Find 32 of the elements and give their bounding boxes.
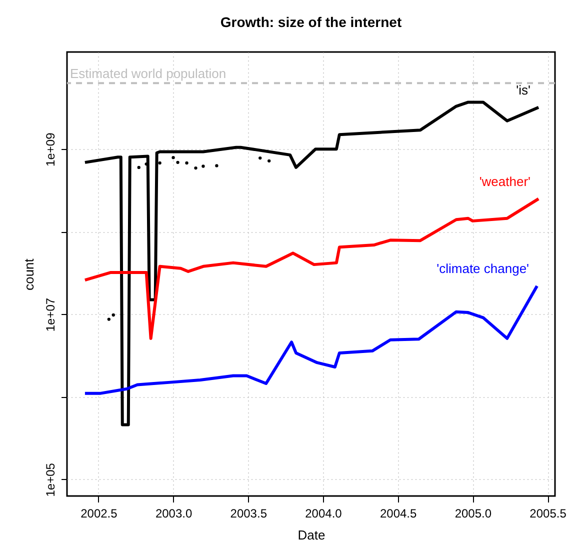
y-axis-title: count bbox=[22, 258, 36, 290]
x-tick-label: 2004.0 bbox=[305, 506, 342, 520]
chart-title: Growth: size of the internet bbox=[220, 14, 402, 30]
line-series bbox=[83, 100, 540, 426]
point bbox=[137, 166, 140, 170]
x-axis-title: Date bbox=[298, 528, 326, 542]
x-tick-label: 2004.5 bbox=[380, 506, 417, 520]
point bbox=[215, 164, 218, 168]
point bbox=[107, 318, 110, 321]
series-label: 'weather' bbox=[479, 174, 531, 189]
line-series bbox=[83, 284, 539, 395]
point bbox=[185, 161, 188, 165]
y-tick-label: 1e+05 bbox=[44, 462, 58, 497]
point bbox=[158, 161, 162, 165]
point bbox=[176, 160, 180, 164]
point bbox=[194, 166, 198, 170]
point bbox=[172, 156, 175, 160]
point bbox=[258, 156, 262, 160]
point bbox=[202, 164, 205, 168]
x-tick-label: 2005.5 bbox=[530, 506, 567, 520]
point bbox=[112, 313, 115, 317]
series-label: 'is' bbox=[516, 82, 531, 98]
point bbox=[268, 159, 271, 162]
x-tick-label: 2003.5 bbox=[230, 506, 268, 520]
y-tick-label: 1e+09 bbox=[44, 132, 58, 166]
ref-line-label: Estimated world population bbox=[70, 66, 226, 82]
x-tick-label: 2005.0 bbox=[454, 506, 492, 520]
line-series bbox=[83, 197, 540, 340]
y-tick-label: 1e+07 bbox=[44, 298, 58, 332]
series-label: 'climate change' bbox=[436, 261, 530, 276]
x-tick-label: 2003.0 bbox=[155, 506, 192, 520]
x-tick-label: 2002.5 bbox=[80, 506, 118, 520]
